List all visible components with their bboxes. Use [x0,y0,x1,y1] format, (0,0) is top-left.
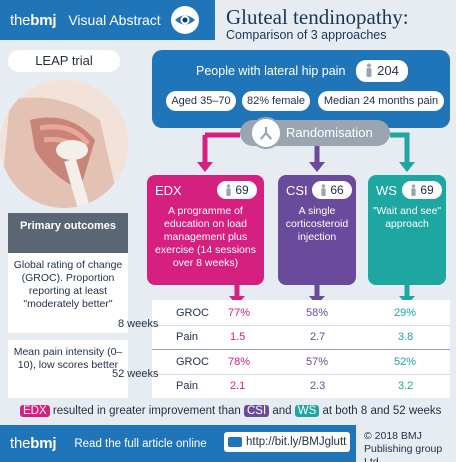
csi-pain-52: 2.3 [310,380,326,392]
csi-pain-8: 2.7 [310,331,326,343]
groc-label: GROC [176,307,209,319]
edx-count: 69 [217,181,257,199]
edx-arm: EDX 69 A programme of education on load … [147,175,264,285]
edx-pain-8: 1.5 [230,331,246,343]
person-icon [411,184,416,196]
ws-count: 69 [402,181,442,199]
csi-tag: CSI [244,405,270,417]
trial-name: LEAP trial [8,50,120,72]
eye-icon [171,6,199,34]
visual-abstract-label: Visual Abstract [68,12,161,28]
section-divider [152,349,450,350]
week8-label: 8 weeks [118,318,159,330]
csi-arm: CSI 66 A single corticosteroid injection [278,175,356,285]
page-subtitle: Comparison of 3 approaches [226,28,387,42]
bmj-logo: thebmj [10,11,57,29]
row-divider [152,374,450,375]
csi-groc-52: 57% [306,356,329,368]
read-article-text: Read the full article online [74,437,207,450]
week52-label: 52 weeks [112,368,159,380]
edx-name: EDX [155,183,182,198]
ws-name: WS [376,183,397,198]
ws-tag: WS [294,405,320,417]
population-count: 204 [356,60,408,82]
ws-groc-8: 29% [394,307,417,319]
primary-outcomes-header: Primary outcomes [8,213,128,253]
link-icon [228,437,242,447]
edx-groc-52: 78% [228,356,251,368]
edx-description: A programme of education on load managem… [155,205,256,269]
pain-label: Pain [176,380,199,392]
csi-count: 66 [312,181,352,199]
ws-arm: WS 69 "Wait and see" approach [368,175,446,285]
conclusion: EDX resulted in greater improvement than… [20,405,441,417]
csi-groc-8: 58% [306,307,329,319]
edx-pain-52: 2.1 [230,380,246,392]
pain-description: Mean pain intensity (0–10), low scores b… [8,340,128,398]
groc-description: Global rating of change (GROC). Proporti… [8,253,128,333]
groc-label: GROC [176,356,209,368]
csi-name: CSI [286,183,308,198]
row-divider [152,325,450,326]
person-icon [226,184,231,196]
ws-pain-8: 3.8 [398,331,414,343]
bmj-logo: thebmj [10,435,57,452]
csi-description: A single corticosteroid injection [285,205,349,243]
person-icon [321,184,326,196]
person-icon [366,63,372,77]
edx-tag: EDX [20,405,50,417]
page-title: Gluteal tendinopathy: [226,5,409,29]
article-link[interactable]: http://bit.ly/BMJglutt [224,432,350,452]
age-badge: Aged 35–70 [166,91,236,111]
branch-icon [250,117,282,149]
median-badge: Median 24 months pain [318,91,444,111]
header-bar: thebmj Visual Abstract [0,0,215,40]
ws-description: "Wait and see" approach [372,205,442,230]
copyright: © 2018 BMJ Publishing group Ltd. [364,430,443,462]
ws-groc-52: 52% [394,356,417,368]
ws-pain-52: 3.2 [398,380,414,392]
female-badge: 82% female [242,91,310,111]
hip-illustration [0,80,128,208]
pain-label: Pain [176,331,199,343]
edx-groc-8: 77% [228,307,251,319]
population-title: People with lateral hip pain [196,64,346,78]
